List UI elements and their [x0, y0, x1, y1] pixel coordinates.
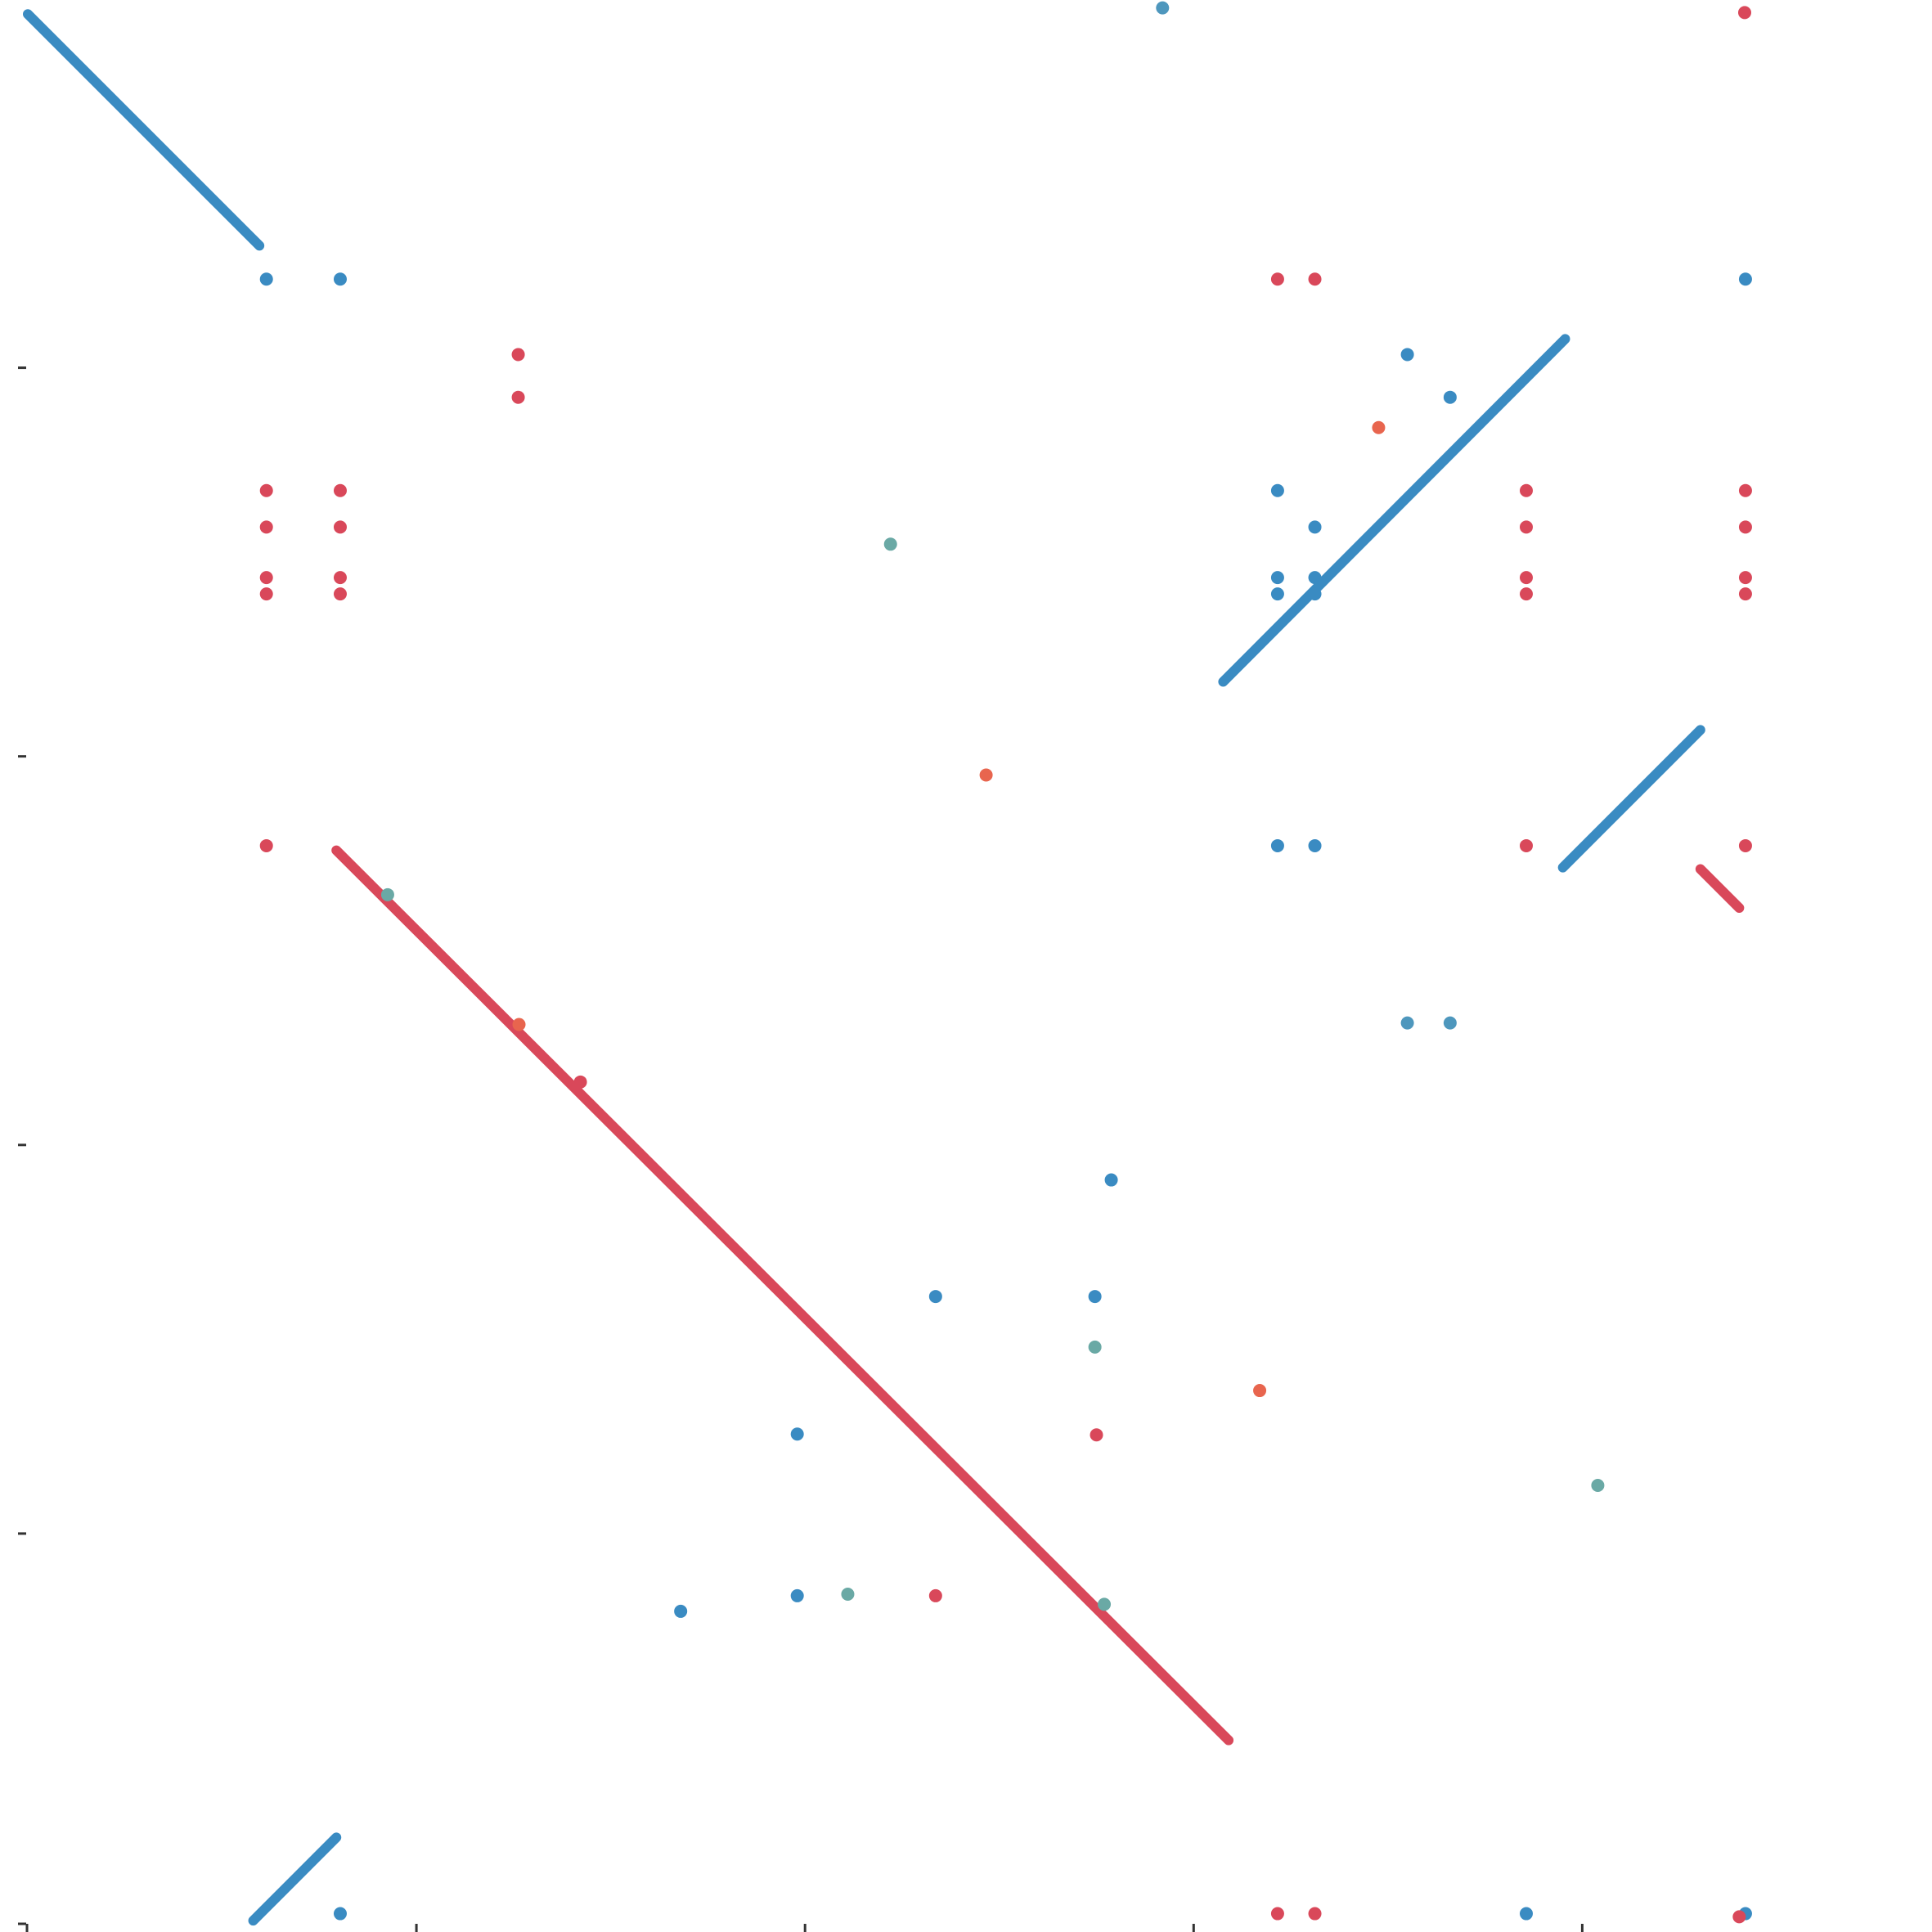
alignment-point [511, 348, 525, 362]
alignment-segment [1695, 864, 1745, 913]
alignment-point [1519, 520, 1533, 534]
alignment-point [1519, 587, 1533, 601]
alignment-point [573, 1075, 587, 1089]
alignment-point [1270, 272, 1284, 286]
alignment-point [1270, 483, 1284, 497]
alignment-point [1738, 520, 1752, 534]
alignment-point [333, 587, 347, 601]
alignment-point [1090, 1428, 1103, 1442]
alignment-point [928, 1588, 942, 1602]
alignment-point [1738, 571, 1752, 585]
alignment-point [1308, 571, 1322, 585]
alignment-point [1156, 1, 1170, 15]
alignment-point [511, 390, 525, 404]
alignment-point [333, 520, 347, 534]
alignment-point [1270, 571, 1284, 585]
alignment-point [1519, 571, 1533, 585]
alignment-point [1088, 1340, 1102, 1354]
alignment-point [1308, 587, 1322, 601]
alignment-point [1738, 587, 1752, 601]
alignment-point [1519, 483, 1533, 497]
alignment-point [1738, 272, 1752, 286]
alignment-point [1308, 1907, 1322, 1921]
alignment-point [333, 483, 347, 497]
alignment-point [1738, 838, 1752, 852]
alignment-point [1270, 587, 1284, 601]
alignment-point [1308, 838, 1322, 852]
alignment-point [1738, 483, 1752, 497]
alignment-point [1400, 348, 1414, 362]
alignment-point [1372, 420, 1386, 434]
alignment-point [1519, 1907, 1533, 1921]
alignment-point [259, 520, 273, 534]
alignment-point [1308, 520, 1322, 534]
alignment-segment [23, 9, 265, 251]
alignment-point [1443, 1016, 1457, 1030]
alignment-segment [331, 845, 1234, 1746]
alignment-point [790, 1588, 804, 1602]
alignment-point [333, 272, 347, 286]
alignment-point [1104, 1173, 1118, 1187]
alignment-point [1270, 1907, 1284, 1921]
alignment-point [1270, 838, 1284, 852]
alignment-point [259, 272, 273, 286]
alignment-point [259, 587, 273, 601]
alignment-points [259, 1, 1752, 1924]
alignment-point [333, 571, 347, 585]
alignment-point [259, 483, 273, 497]
alignment-point [841, 1588, 855, 1602]
alignment-point [1732, 1910, 1746, 1924]
alignment-point [1098, 1597, 1112, 1611]
alignment-point [1519, 838, 1533, 852]
alignment-point [883, 537, 897, 551]
alignment-point [1253, 1384, 1267, 1398]
alignment-point [333, 1907, 347, 1921]
axis-ticks [18, 366, 1584, 1932]
alignment-point [1443, 390, 1457, 404]
alignment-segments [23, 9, 1745, 1926]
alignment-point [512, 1018, 526, 1031]
alignment-point [259, 838, 273, 852]
alignment-point [790, 1427, 804, 1441]
alignment-segment [248, 1832, 342, 1926]
alignment-point [1308, 272, 1322, 286]
alignment-point [1591, 1478, 1605, 1492]
alignment-segment [1557, 725, 1705, 873]
alignment-point [259, 571, 273, 585]
alignment-point [1088, 1290, 1102, 1304]
alignment-point [1400, 1016, 1414, 1030]
alignment-point [1738, 6, 1752, 20]
alignment-segment [1218, 334, 1570, 687]
alignment-point [928, 1290, 942, 1304]
alignment-point [380, 887, 394, 901]
alignment-point [674, 1604, 688, 1618]
alignment-point [979, 768, 993, 782]
